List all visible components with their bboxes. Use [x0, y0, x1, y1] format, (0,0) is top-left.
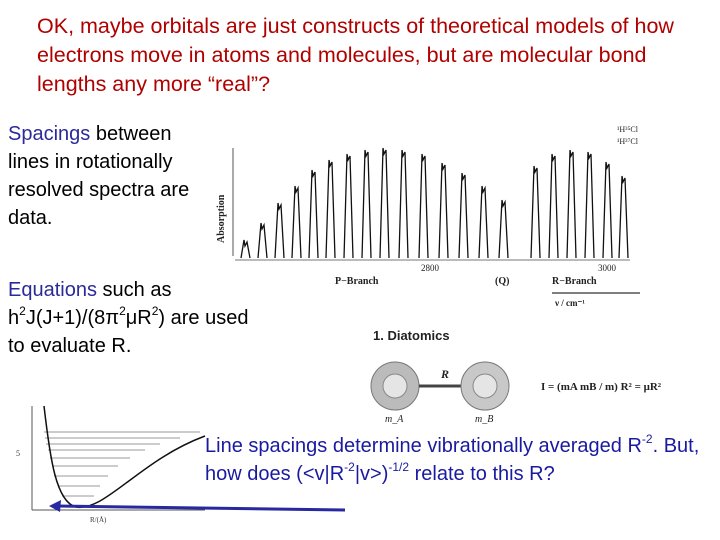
spectrum-legend-35: ¹H³⁵Cl	[617, 125, 639, 134]
equations-line3: to evaluate R.	[8, 335, 132, 357]
vibrational-levels	[44, 431, 200, 497]
p3-sup-3: -1/2	[388, 460, 410, 474]
eq-part-b: J(J+1)/(8π	[25, 307, 120, 329]
spectrum-peak	[458, 172, 469, 259]
spectrum-peak	[418, 153, 429, 259]
pointer-arrow	[49, 500, 346, 512]
potential-x-label: R/(Å)	[90, 516, 107, 524]
equations-line1: such as	[96, 279, 172, 301]
spectrum-peak	[240, 239, 251, 259]
spectrum-peak	[257, 222, 268, 259]
spectrum-peak	[566, 149, 577, 259]
atom-a-label: m_A	[385, 414, 404, 425]
eq-sup-1: 2	[19, 304, 26, 318]
equations-highlight: Equations	[8, 279, 97, 301]
bond-r-label: R	[440, 367, 449, 381]
line-spacing-paragraph: Line spacings determine vibrationally av…	[205, 432, 715, 488]
eq-part-c: μR	[125, 307, 152, 329]
diatomics-heading: 1. Diatomics	[373, 328, 450, 343]
spectrum-peak	[274, 202, 285, 259]
spectrum-peak	[361, 149, 372, 259]
spacings-paragraph: Spacings between lines in rotationally r…	[8, 120, 213, 232]
spectrum-peak	[602, 161, 613, 259]
spectrum-peak	[438, 162, 449, 259]
spectrum-peak	[618, 175, 629, 259]
atom-b-label: m_B	[475, 414, 493, 425]
potential-curve	[43, 405, 206, 508]
spectrum-peak	[548, 153, 559, 259]
spectrum-legend-37: ¹H³⁷Cl	[617, 137, 639, 146]
spectrum-peak	[379, 147, 390, 259]
spectrum-ylabel: Absorption	[216, 194, 227, 243]
diatomic-figure: 1. Diatomics R m_A m_B I = (mA mB / m) R…	[370, 328, 662, 425]
spectrum-peak	[343, 153, 354, 259]
eq-sup-3: 2	[151, 304, 159, 318]
spectrum-tick-2800: 2800	[421, 263, 440, 273]
spectrum-peak	[398, 149, 409, 259]
x-unit-label: ν / cm⁻¹	[554, 298, 585, 308]
p3-part-d: relate to this R?	[409, 463, 555, 485]
spectrum-q-label: (Q)	[495, 276, 509, 287]
p3-part-b: . But, how does (<v|R	[205, 435, 700, 485]
spectrum-peak	[530, 165, 541, 259]
p3-part-a: Line spacings determine vibrationally av…	[205, 435, 642, 457]
eq-part-d: ) are used	[158, 307, 249, 329]
spectrum-peak	[478, 185, 489, 259]
rotational-spectrum-figure: Absorption ¹H³⁵Cl ¹H³⁷Cl 2800 3000 (Q) P…	[216, 125, 640, 308]
spacings-text: between lines in rotationally resolved s…	[8, 123, 190, 229]
eq-sup-2: 2	[119, 304, 126, 318]
p3-sup-2: -2	[344, 460, 355, 474]
equations-paragraph: Equations such as h2J(J+1)/(8π2μR2) are u…	[8, 276, 308, 360]
moment-formula: I = (mA mB / m) R² = μR²	[541, 381, 662, 393]
potential-y-tick: 5	[16, 449, 20, 458]
spectrum-tick-3000: 3000	[598, 263, 617, 273]
spectrum-peak	[325, 159, 336, 259]
r-branch-label: R−Branch	[552, 276, 597, 287]
spacings-highlight: Spacings	[8, 123, 91, 145]
spectrum-peak	[291, 185, 302, 259]
eq-part-a: h	[8, 307, 20, 329]
slide-title: OK, maybe orbitals are just constructs o…	[37, 14, 674, 96]
spectrum-peaks	[240, 147, 629, 259]
p-branch-label: P−Branch	[335, 276, 379, 287]
p3-sup-1: -2	[641, 432, 653, 446]
spectrum-peak	[308, 169, 319, 259]
spectrum-peak	[498, 199, 509, 259]
spectrum-peak	[584, 151, 595, 259]
p3-part-c: |v>)	[354, 463, 389, 485]
